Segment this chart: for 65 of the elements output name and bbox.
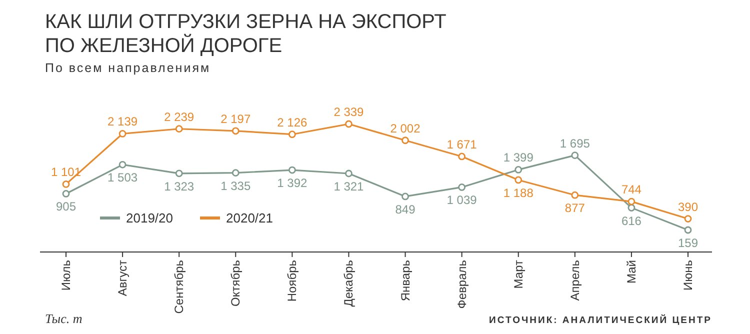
data-label: 1 321: [334, 180, 364, 194]
data-label: 2 197: [220, 112, 251, 126]
point: [118, 130, 126, 138]
point: [288, 166, 296, 174]
x-tick-label: Май: [624, 260, 638, 284]
data-label: 1 188: [503, 186, 534, 200]
point: [118, 160, 126, 168]
data-label: 1 695: [560, 136, 590, 150]
point: [684, 215, 692, 222]
data-label: 2 339: [334, 105, 364, 119]
data-label: 2 239: [164, 110, 194, 124]
text: Тыс. т: [45, 311, 82, 326]
point: [458, 152, 466, 160]
point: [345, 120, 352, 128]
x-tick-label: Декабрь: [342, 260, 356, 307]
point: [232, 127, 240, 135]
data-label: 390: [678, 200, 698, 214]
data-label: 1 503: [108, 170, 138, 185]
x-tick-label: Сентябрь: [172, 260, 186, 314]
x-tick-label: Июнь: [681, 260, 695, 291]
x-tick-label: Январь: [398, 260, 412, 302]
x-tick-label: Ноябрь: [285, 260, 300, 302]
data-label: 2 002: [390, 121, 421, 136]
x-tick-label: Июль: [59, 260, 73, 291]
chart-subtitle: По всем направлениям: [45, 61, 211, 75]
point: [458, 184, 466, 191]
point: [62, 190, 70, 198]
data-label: 1 335: [220, 178, 251, 193]
point: [628, 198, 636, 206]
point: [175, 170, 183, 178]
point: [571, 152, 579, 160]
data-label: 744: [621, 182, 642, 197]
legend-label: 2020/21: [226, 210, 273, 226]
point: [402, 136, 409, 144]
x-tick-label: Апрель: [568, 260, 582, 301]
data-label: 2 139: [108, 114, 138, 129]
point: [232, 169, 240, 177]
point: [62, 180, 70, 188]
point: [628, 204, 636, 212]
data-label: 1 399: [503, 150, 534, 165]
point: [684, 226, 692, 234]
point: [571, 191, 579, 199]
data-label: 159: [678, 236, 698, 250]
x-tick-label: Август: [116, 260, 130, 296]
point: [402, 192, 409, 200]
chart-title: КАК ШЛИ ОТГРУЗКИ ЗЕРНА НА ЭКСПОРТ ПО ЖЕЛЕЗНОЙ ДОРОГЕ: [45, 11, 446, 57]
point: [345, 170, 352, 178]
data-label: 905: [56, 200, 76, 214]
data-label: 2 126: [277, 115, 308, 130]
x-tick-label: Октябрь: [228, 260, 243, 307]
point: [288, 130, 296, 138]
point: [175, 125, 183, 133]
point: [514, 176, 522, 184]
x-tick-label: Февраль: [454, 260, 469, 309]
data-label: 849: [395, 202, 416, 216]
x-tick-label: Март: [511, 260, 526, 289]
text: ИСТОЧНИК: АНАЛИТИЧЕСКИЙ ЦЕНТР: [489, 314, 712, 326]
data-label: 1 671: [446, 137, 478, 152]
legend-label: 2019/20: [126, 210, 173, 226]
data-label: 616: [621, 214, 642, 228]
point: [514, 166, 522, 174]
data-label: 1 039: [446, 193, 478, 208]
data-label: 1 392: [277, 176, 308, 190]
data-label: 1 323: [164, 179, 194, 194]
data-label: 877: [564, 201, 586, 216]
